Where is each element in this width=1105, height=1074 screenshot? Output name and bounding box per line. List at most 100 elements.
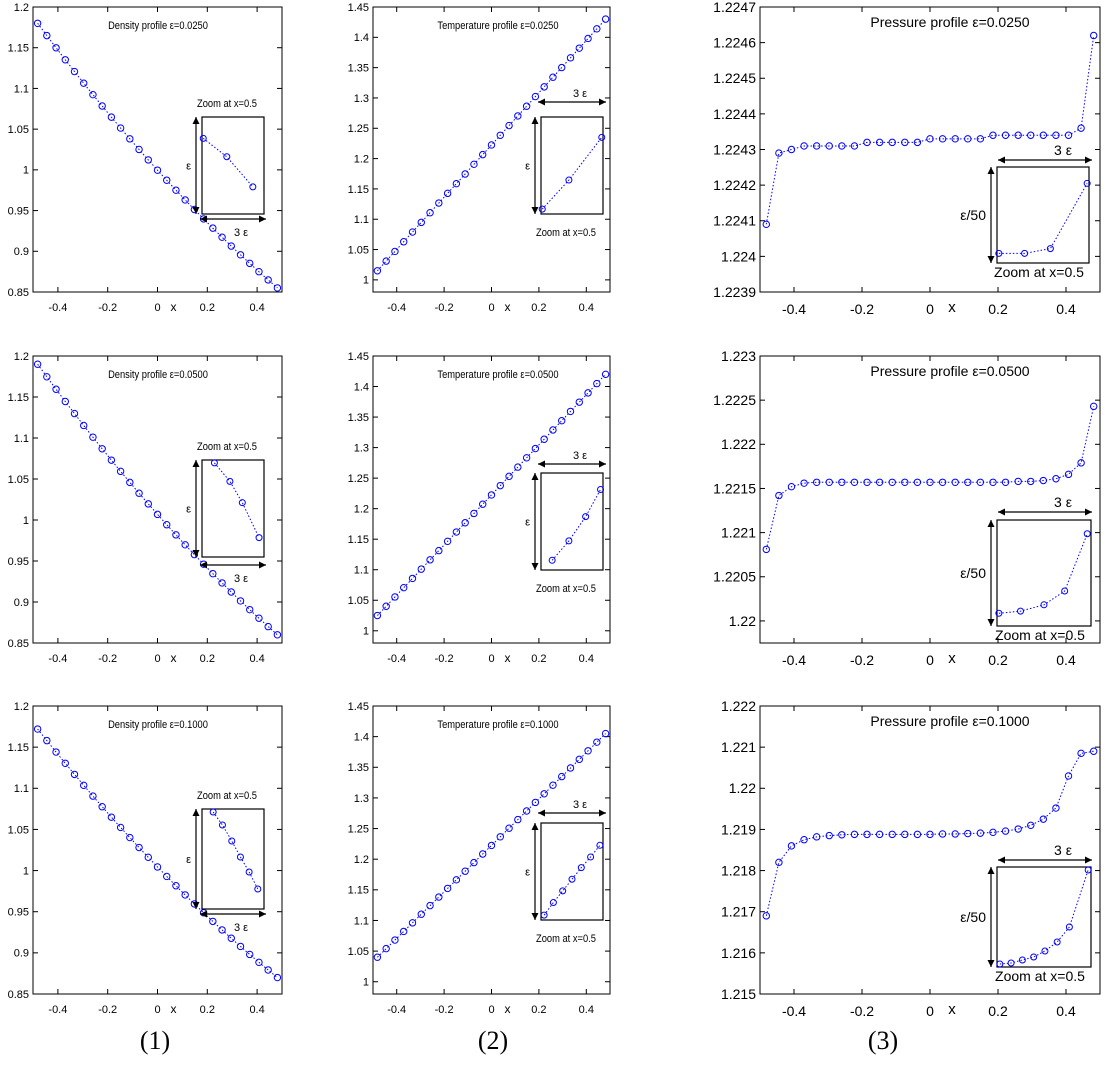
data-point <box>33 19 42 27</box>
data-point <box>382 944 390 953</box>
x-tick-label: -0.4 <box>782 652 806 668</box>
inset-zoom-label: Zoom at x=0.5 <box>536 583 596 595</box>
data-point <box>273 973 282 982</box>
inset-zoom-label: Zoom at x=0.5 <box>197 790 257 802</box>
data-point <box>775 858 783 867</box>
inset-data-point <box>1046 245 1054 253</box>
zoom-inset: ε 3 ε Zoom at x=0.5 <box>525 450 606 595</box>
inset-horizontal-label: 3 ε <box>573 88 587 100</box>
x-tick-label: 0.2 <box>200 653 215 665</box>
data-point <box>1090 402 1098 411</box>
y-tick-label: 1.218 <box>721 862 756 878</box>
zoom-inset: ε 3 ε Zoom at x=0.5 <box>186 98 266 239</box>
inset-data-point <box>236 853 244 861</box>
x-tick-label: 0.4 <box>579 302 594 314</box>
data-point <box>1064 131 1073 139</box>
data-point <box>135 489 143 497</box>
inset-data-point <box>538 205 546 213</box>
data-point <box>762 912 770 920</box>
y-tick-label: 1.22 <box>729 613 756 629</box>
inset-data-point <box>245 868 253 876</box>
y-tick-label: 1.15 <box>8 392 29 404</box>
data-point <box>126 478 134 487</box>
inset-frame <box>540 116 604 215</box>
data-point <box>163 521 171 529</box>
data-point <box>566 407 575 416</box>
data-point <box>33 725 42 733</box>
data-point <box>89 433 97 441</box>
data-point <box>913 478 922 486</box>
data-point <box>246 259 254 268</box>
inset-horizontal-arrow-head-start <box>998 156 1005 164</box>
data-point <box>540 435 548 443</box>
data-point <box>181 196 189 204</box>
data-point <box>144 500 152 508</box>
y-tick-label: 1.2246 <box>713 35 756 51</box>
inset-data-point <box>1030 953 1038 961</box>
data-point <box>218 233 226 241</box>
y-tick-label: 0.9 <box>14 948 29 960</box>
zoom-inset: ε 3 ε Zoom at x=0.5 <box>525 88 606 239</box>
chart-title: Pressure profile ε=0.0500 <box>870 363 1029 379</box>
y-tick-label: 1.2244 <box>713 106 756 122</box>
caption-panel-3: (3) <box>867 1026 899 1055</box>
data-point <box>1027 821 1035 830</box>
data-point <box>209 224 217 232</box>
y-tick-label: 1.15 <box>348 184 369 196</box>
series-line <box>765 406 1095 550</box>
x-tick-label: 0 <box>926 301 934 317</box>
series-line <box>765 35 1095 225</box>
chart-panel-5: 1 1.05 1.1 1.15 1.2 1.25 1.3 1.35 1.4 1.45 -0.4 -0.… <box>348 351 611 665</box>
inset-data-point <box>199 134 207 142</box>
inset-data-point <box>238 499 246 507</box>
x-axis-label: x <box>171 1002 177 1016</box>
data-point <box>391 593 399 601</box>
data-point <box>61 56 69 64</box>
data-point <box>417 910 425 918</box>
data-point <box>951 478 959 486</box>
inset-frame <box>540 822 604 921</box>
inset-horizontal-label: 3 ε <box>573 450 587 462</box>
inset-data-point <box>1017 607 1024 615</box>
y-tick-label: 1 <box>23 865 29 877</box>
inset-data-point <box>228 837 236 845</box>
inset-vertical-arrow-head-end <box>192 207 200 214</box>
data-point <box>452 179 461 188</box>
data-point <box>172 882 180 890</box>
data-point <box>989 131 997 139</box>
data-point <box>540 83 548 91</box>
data-point <box>417 565 425 573</box>
data-point <box>452 528 461 536</box>
inset-series-line <box>541 137 603 210</box>
data-point <box>875 478 884 486</box>
data-point <box>531 798 540 807</box>
inset-horizontal-arrow-head-start <box>200 561 207 569</box>
data-point <box>938 135 947 143</box>
y-tick-label: 1.2 <box>354 504 369 516</box>
data-point <box>209 569 217 578</box>
data-point <box>426 209 434 217</box>
data-point <box>107 813 116 821</box>
data-point <box>850 830 859 839</box>
y-tick-label: 1.3 <box>354 793 369 805</box>
y-tick-label: 1.216 <box>721 945 756 961</box>
inset-frame <box>201 459 265 558</box>
y-tick-label: 1.2 <box>354 854 369 866</box>
data-point <box>107 113 116 121</box>
inset-vertical-label: ε <box>525 866 530 878</box>
data-point <box>227 242 235 250</box>
inset-horizontal-arrow-head-end <box>599 98 606 106</box>
chart-title: Density profile ε=0.0250 <box>108 20 208 32</box>
y-tick-label: 1.05 <box>8 474 29 486</box>
chart-panel-1: 0.85 0.9 0.95 1 1.05 1.1 1.15 1.2 -0.4 -0.2 0 0.2 0.… <box>8 2 283 314</box>
data-point <box>913 830 922 839</box>
data-point <box>505 121 513 130</box>
data-point <box>1014 477 1022 486</box>
inset-vertical-label: ε <box>186 160 191 172</box>
inset-vertical-arrow-head-start <box>531 473 539 480</box>
inset-vertical-label: ε <box>525 516 530 528</box>
data-point <box>976 478 985 486</box>
inset-vertical-arrow-head-start <box>192 117 200 124</box>
inset-horizontal-arrow-head-end <box>259 910 266 918</box>
inset-frame <box>996 166 1090 264</box>
